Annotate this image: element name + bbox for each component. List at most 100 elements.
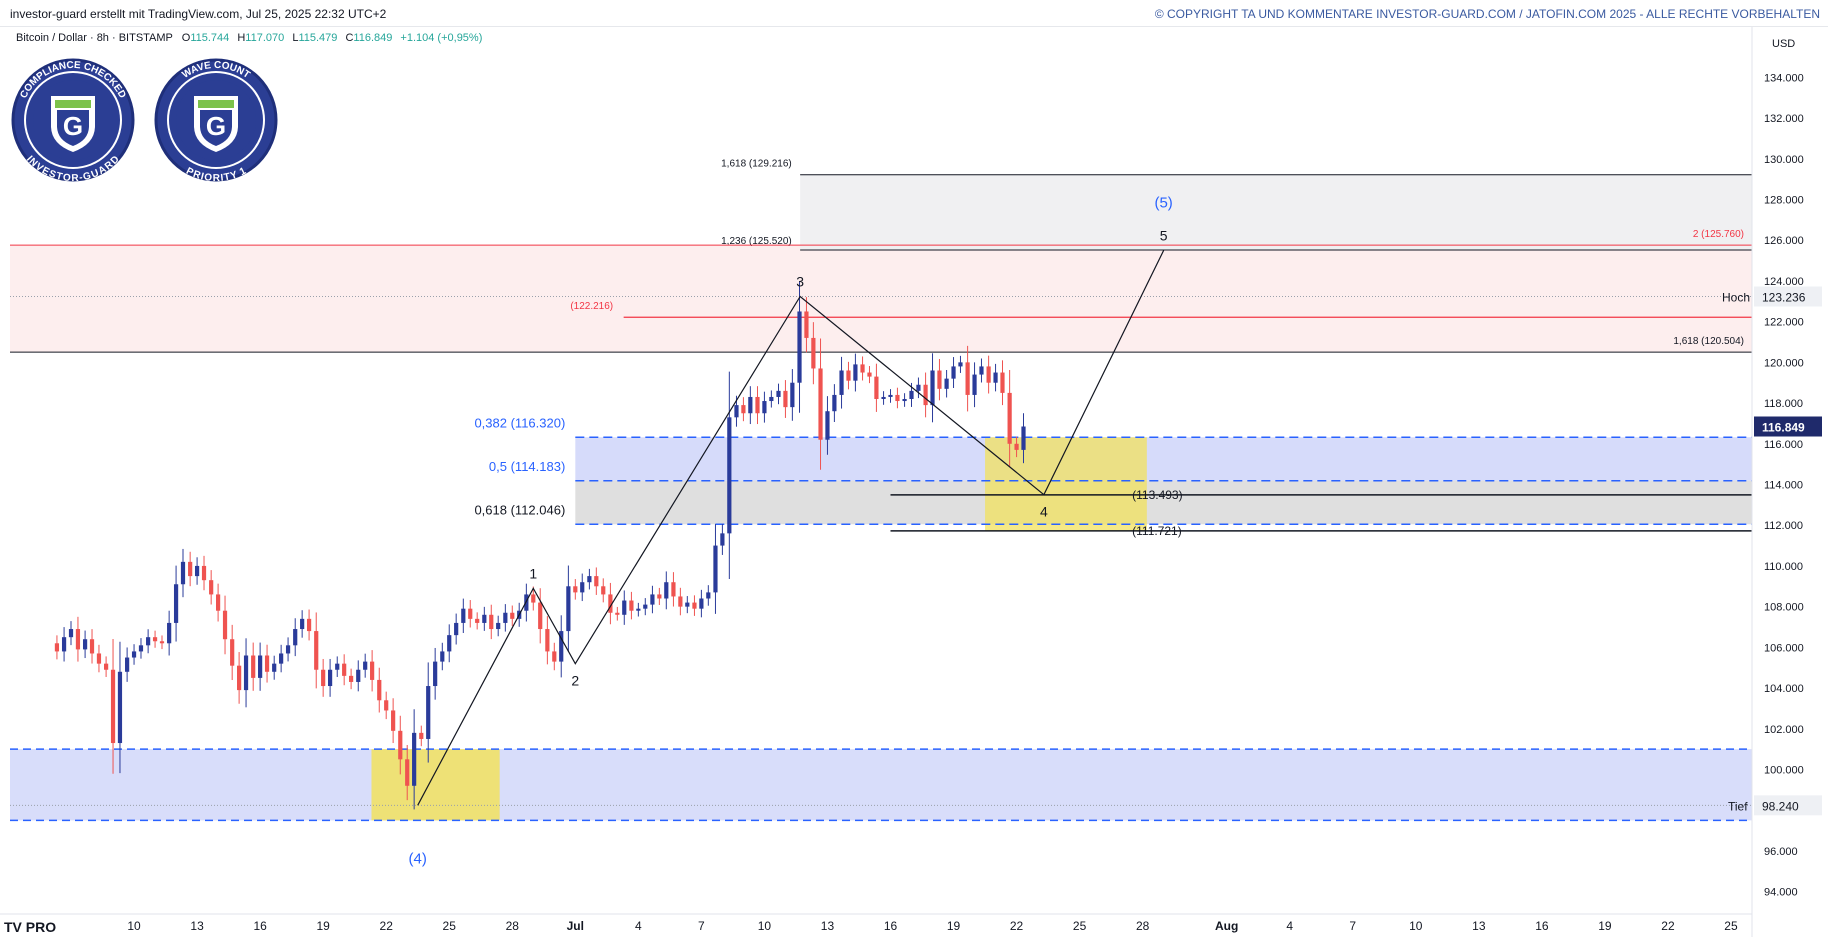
candle-body bbox=[720, 533, 725, 546]
price-tick-label: 122.000 bbox=[1764, 317, 1804, 329]
badge-letter: G bbox=[206, 111, 226, 141]
candle-body bbox=[818, 368, 823, 440]
candle-body bbox=[930, 370, 935, 406]
support-label: (113.493) bbox=[1132, 488, 1182, 502]
last-price-badge bbox=[1754, 416, 1822, 437]
fib-label: 0,5 (114.183) bbox=[489, 459, 565, 474]
candle-body bbox=[412, 732, 417, 786]
price-tick-label: 102.000 bbox=[1764, 724, 1804, 736]
candle-body bbox=[194, 565, 200, 577]
support-zone bbox=[10, 749, 1752, 821]
candle-body bbox=[489, 614, 494, 630]
zones-layer bbox=[10, 174, 1753, 821]
price-axis[interactable]: 94.00096.00098.000100.000102.000104.0001… bbox=[1751, 27, 1822, 937]
candle-body bbox=[601, 586, 606, 595]
candle-body bbox=[461, 608, 466, 623]
candle-body bbox=[622, 600, 627, 615]
price-tick-label: 106.000 bbox=[1764, 642, 1804, 654]
target-zone bbox=[800, 174, 1752, 250]
low-price-label: 98.240 bbox=[1762, 799, 1799, 813]
candle-body bbox=[419, 732, 424, 739]
candle-body bbox=[110, 669, 116, 744]
time-tick-label: 13 bbox=[821, 919, 835, 933]
support-label: (111.721) bbox=[1132, 524, 1182, 538]
candle-body bbox=[293, 629, 298, 646]
candle-body bbox=[300, 618, 305, 630]
candle-body bbox=[264, 655, 270, 672]
badge-letter: G bbox=[63, 111, 83, 141]
candle-body bbox=[433, 661, 438, 687]
candle-body bbox=[594, 576, 599, 587]
wave-label: 5 bbox=[1160, 227, 1168, 243]
candle-body bbox=[327, 669, 333, 687]
candle-body bbox=[755, 396, 760, 414]
candle-body bbox=[545, 629, 550, 652]
candle-body bbox=[566, 586, 571, 632]
top-bar: investor-guard erstellt mit TradingView.… bbox=[0, 0, 1828, 27]
wave-label: 1 bbox=[529, 565, 537, 581]
candle-body bbox=[398, 730, 403, 760]
candle-body bbox=[888, 394, 893, 397]
resistance-label: 2 (125.760) bbox=[1693, 229, 1744, 240]
copyright-caption: © COPYRIGHT TA UND KOMMENTARE INVESTOR-G… bbox=[1154, 7, 1820, 21]
candle-body bbox=[839, 370, 844, 395]
candle-body bbox=[1000, 372, 1005, 393]
candle-body bbox=[96, 653, 102, 664]
fib-zone-lower bbox=[575, 480, 1753, 525]
candle-body bbox=[243, 655, 249, 691]
candle-body bbox=[951, 366, 956, 379]
time-tick-label: 16 bbox=[884, 919, 898, 933]
candle-body bbox=[559, 631, 564, 662]
candle-body bbox=[629, 600, 634, 611]
candle-body bbox=[152, 637, 158, 642]
candle-body bbox=[615, 612, 620, 615]
wave-label: 2 bbox=[571, 673, 579, 689]
price-tick-label: 126.000 bbox=[1764, 235, 1804, 247]
candle-body bbox=[138, 645, 144, 652]
candle-body bbox=[804, 311, 809, 338]
time-tick-label: 25 bbox=[1073, 919, 1087, 933]
candle-body bbox=[173, 584, 179, 623]
candle-body bbox=[538, 602, 543, 630]
low-value: 115.479 bbox=[298, 32, 337, 44]
candle-body bbox=[643, 604, 648, 609]
time-tick-label: 28 bbox=[1136, 919, 1150, 933]
candle-body bbox=[54, 643, 60, 652]
candle-body bbox=[503, 612, 508, 623]
price-tick-label: 110.000 bbox=[1764, 561, 1803, 573]
high-label: H bbox=[237, 32, 245, 44]
open-label: O bbox=[182, 32, 191, 44]
time-tick-label: Jul bbox=[567, 919, 584, 933]
candle-body bbox=[1021, 426, 1026, 450]
price-tick-label: 96.000 bbox=[1764, 846, 1798, 858]
candle-body bbox=[958, 362, 963, 367]
high-price-label: 123.236 bbox=[1762, 290, 1806, 304]
candle-body bbox=[306, 618, 312, 632]
time-tick-label: 25 bbox=[443, 919, 457, 933]
time-axis[interactable]: 710131619222528Jul4710131619222528Aug471… bbox=[0, 913, 1752, 933]
candle-body bbox=[825, 411, 830, 440]
low-marker: Tief bbox=[1728, 799, 1748, 813]
price-tick-label: 108.000 bbox=[1764, 602, 1804, 614]
resistance-label: (122.216) bbox=[570, 301, 613, 312]
candle-body bbox=[201, 565, 207, 581]
candle-body bbox=[573, 586, 578, 593]
high-value: 117.070 bbox=[245, 32, 284, 44]
price-chart[interactable]: 0,382 (116.320) 0,5 (114.183) 0,618 (112.0… bbox=[0, 27, 1828, 937]
wave-count-badge: G WAVE COUNT PRIORITY 1 bbox=[154, 58, 278, 184]
time-tick-label: 28 bbox=[506, 919, 520, 933]
price-tick-label: 120.000 bbox=[1764, 357, 1804, 369]
candle-body bbox=[650, 594, 655, 605]
time-tick-label: 7 bbox=[1349, 919, 1356, 933]
candle-body bbox=[440, 651, 445, 662]
price-tick-label: 94.000 bbox=[1764, 887, 1798, 899]
candle-body bbox=[251, 655, 256, 678]
candle-body bbox=[370, 661, 375, 680]
currency-label: USD bbox=[1772, 38, 1795, 50]
open-value: 115.744 bbox=[190, 32, 229, 44]
wave-label: (4) bbox=[409, 850, 427, 867]
time-tick-label: 10 bbox=[758, 919, 772, 933]
candle-body bbox=[909, 390, 914, 399]
last-price-label: 116.849 bbox=[1762, 421, 1805, 435]
candle-body bbox=[853, 364, 858, 381]
